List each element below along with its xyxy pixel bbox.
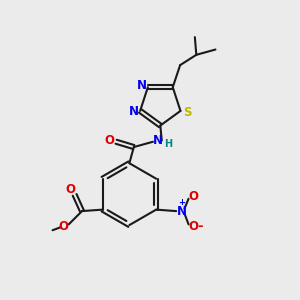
Text: +: + [178, 198, 185, 207]
Text: N: N [177, 205, 187, 218]
Text: H: H [164, 139, 172, 149]
Text: N: N [137, 79, 147, 92]
Text: O: O [105, 134, 115, 147]
Text: -: - [197, 220, 203, 233]
Text: O: O [65, 183, 75, 196]
Text: N: N [153, 134, 163, 147]
Text: N: N [129, 105, 139, 118]
Text: O: O [188, 220, 198, 233]
Text: O: O [188, 190, 198, 203]
Text: O: O [58, 220, 68, 233]
Text: S: S [183, 106, 191, 119]
